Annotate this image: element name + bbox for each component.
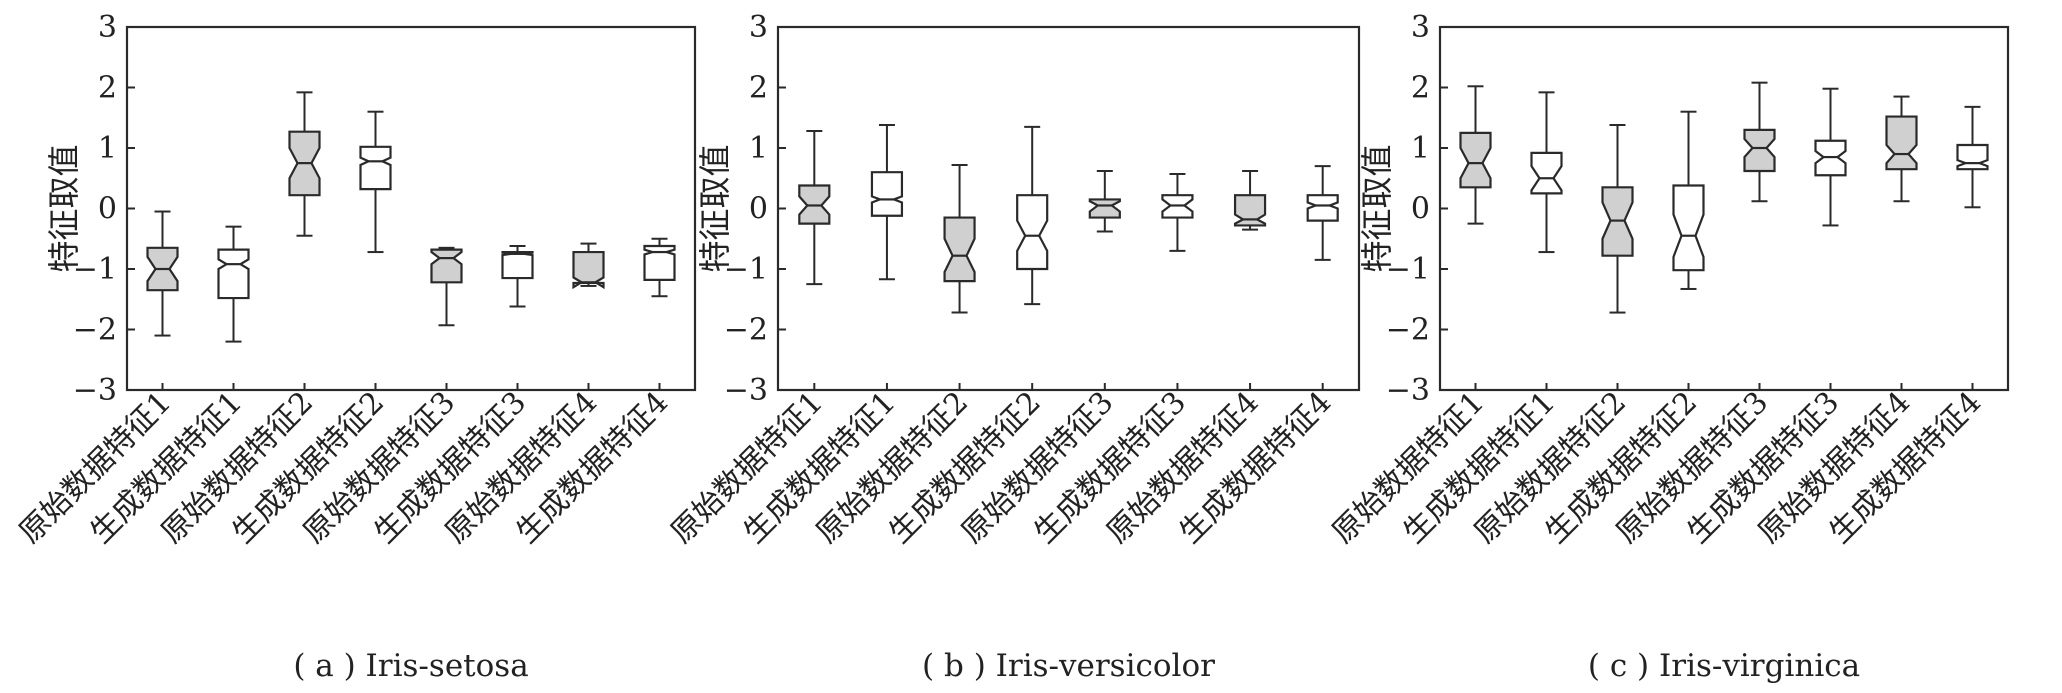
box-body (430, 248, 463, 284)
y-tick-label: −3 (1386, 373, 1430, 408)
box-body (943, 216, 976, 283)
y-tick-label: 3 (1411, 10, 1430, 45)
y-tick-label: 2 (98, 71, 117, 106)
y-tick-label: 1 (749, 131, 768, 166)
box-8 (643, 237, 676, 298)
box-body (572, 250, 605, 290)
box-body (1743, 128, 1776, 173)
box-1 (798, 130, 831, 286)
y-tick-label: 3 (98, 10, 117, 45)
y-tick-label: −1 (73, 252, 117, 287)
box-7 (1885, 95, 1918, 203)
box-body (1885, 115, 1918, 171)
y-tick-label: 1 (1411, 131, 1430, 166)
box-4 (1016, 125, 1049, 306)
y-tick-label: 0 (1411, 192, 1430, 227)
y-tick-label: −3 (724, 373, 768, 408)
y-tick-label: 0 (98, 192, 117, 227)
box-body (217, 248, 250, 300)
panel-caption: ( b ) Iris-versicolor (922, 648, 1215, 684)
plot-frame (1438, 25, 2010, 392)
box-body (1459, 131, 1492, 189)
y-tick-label: 0 (749, 192, 768, 227)
box-2 (217, 225, 250, 343)
box-body (643, 244, 676, 281)
y-axis-label: 特征取值 (1358, 144, 1396, 272)
box-2 (1530, 91, 1563, 254)
y-tick-label: −1 (1386, 252, 1430, 287)
box-body (870, 171, 904, 217)
panel-2: 3210−1−2−3特征取值原始数据特征1生成数据特征1原始数据特征2生成数据特… (664, 10, 1361, 684)
box-body (1088, 198, 1121, 219)
panel-3: 3210−1−2−3特征取值原始数据特征1生成数据特征1原始数据特征2生成数据特… (1326, 10, 2010, 684)
y-tick-label: 3 (749, 10, 768, 45)
box-body (1306, 194, 1339, 222)
box-1 (1459, 85, 1492, 225)
box-body (1956, 143, 1989, 171)
box-body (501, 250, 534, 280)
box-8 (1306, 165, 1339, 261)
panel-caption: ( c ) Iris-virginica (1588, 648, 1860, 684)
y-tick-label: −2 (1386, 313, 1430, 348)
y-tick-label: −3 (73, 373, 117, 408)
box-8 (1956, 105, 1989, 209)
y-tick-label: −2 (73, 313, 117, 348)
box-4 (1672, 110, 1705, 290)
box-7 (572, 242, 605, 290)
box-5 (1743, 81, 1776, 203)
box-1 (146, 210, 179, 337)
box-4 (359, 110, 392, 254)
y-axis-label: 特征取值 (696, 144, 734, 272)
y-tick-label: 2 (1411, 71, 1430, 106)
panel-caption: ( a ) Iris-setosa (293, 648, 528, 684)
plot-frame (776, 25, 1361, 392)
y-tick-label: −2 (724, 313, 768, 348)
box-3 (1601, 124, 1634, 314)
y-tick-label: 2 (749, 71, 768, 106)
y-tick-label: −1 (724, 252, 768, 287)
box-2 (870, 124, 904, 281)
box-body (359, 145, 392, 191)
panel-1: 3210−1−2−3特征取值原始数据特征1生成数据特征1原始数据特征2生成数据特… (13, 10, 697, 684)
box-3 (943, 163, 976, 314)
box-3 (288, 91, 321, 237)
box-7 (1233, 169, 1267, 231)
y-tick-label: 1 (98, 131, 117, 166)
box-body (1016, 194, 1049, 271)
box-5 (430, 246, 463, 327)
plot-frame (125, 25, 697, 392)
box-6 (501, 245, 534, 308)
box-body (1530, 151, 1563, 195)
box-body (1233, 194, 1267, 227)
box-5 (1088, 169, 1121, 233)
y-axis-label: 特征取值 (45, 144, 83, 272)
box-6 (1814, 87, 1847, 227)
box-6 (1161, 173, 1194, 252)
box-body (1672, 184, 1705, 272)
